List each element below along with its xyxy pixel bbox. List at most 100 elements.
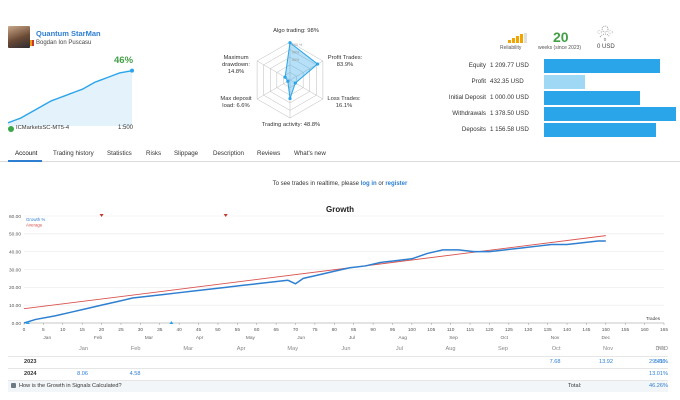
growth-chart-title: Growth [326,205,354,214]
deposit-marker [223,214,228,217]
yearly-column-header: Feb [130,346,141,352]
subscription-price: 0 USD [597,44,615,50]
account-row-value: 432.35 USD [490,78,524,85]
radar-axis [256,79,291,100]
yearly-column-header: Oct [551,346,561,352]
x-tick-label: 20 [99,327,105,333]
account-row-equity: Equity 1 209.77 USD [440,59,680,73]
yearly-header-row: Jan Feb Mar Apr May Jun Jul Aug Sep Oct Nov Dec YTD [8,344,668,356]
x-tick-label: 70 [293,327,299,333]
x-tick-label: 45 [196,327,202,333]
yearly-column-header: Apr [236,346,246,352]
author-avatar[interactable] [8,26,30,48]
account-row-label: Deposits [461,126,486,133]
register-link[interactable]: register [385,181,408,187]
account-row-initial-deposit: Initial Deposit 1 000.00 USD [440,91,680,105]
x-tick-label: 60 [254,327,260,333]
month-label: Feb [94,335,103,341]
month-label: Nov [551,335,560,341]
yearly-column-header: Aug [445,346,456,352]
yearly-column-header: Jan [78,346,88,352]
yearly-row-year: 2024 [24,371,37,377]
leverage: 1:500 [118,125,134,131]
growth-chart: 60.00 50.00 40.00 30.00 20.00 10.00 0.000 5 10 15… [9,214,668,341]
radar-value-point [293,81,297,85]
yearly-column-header: Dec [655,346,666,352]
withdrawal-marker [169,321,174,324]
tab-whats-new[interactable]: What's new [294,150,326,157]
account-row-label: Withdrawals [452,110,486,117]
radar-label-algo: Algo trading: 98% [273,28,319,34]
account-row-profit: Profit 432.35 USD [440,75,680,89]
yearly-row: 2024 8.06 4.58 13.01% [8,368,668,380]
yearly-column-header: May [287,346,298,352]
total-value: 46.26% [649,383,668,389]
x-tick-label: 155 [621,327,629,333]
x-tick-label: 135 [544,327,552,333]
weeks-value: 20 [553,29,569,45]
account-row-bar [544,75,585,89]
x-tick-label: 65 [273,327,279,333]
tab-reviews[interactable]: Reviews [257,150,281,157]
broker-server: ICMarketsSC-MT5-4 [16,125,70,131]
tab-trading-history[interactable]: Trading history [53,150,94,157]
tab-risks[interactable]: Risks [146,150,162,157]
account-row-bar [544,59,661,73]
yearly-row: 2023 7.68 13.92 5.50 29.41% [8,356,668,368]
radar-value-point [288,96,292,101]
radar-ring-label: 60% [292,58,300,62]
x-tick-label: 110 [447,327,455,333]
radar-label-loss-trades: Loss Trades: 16.1% [327,96,361,109]
x-tick-label: 160 [641,327,649,333]
login-link[interactable]: log in [360,181,377,187]
yearly-row-year: 2023 [24,359,37,365]
account-row-label: Profit [471,78,486,85]
account-row-label: Initial Deposit [448,94,486,101]
series-line-growth- [23,240,606,324]
deposit-marker [99,214,104,217]
radar-label-drawdown: Maximum drawdown: 14.8% [221,55,251,75]
active-tab-indicator [8,160,42,162]
account-row-bar [544,91,641,105]
account-row-value: 1 209.77 USD [490,62,529,69]
mini-growth-endpoint [130,68,134,73]
mini-growth-chart [7,68,134,126]
tab-description[interactable]: Description [213,150,244,157]
radar-value-point [283,75,287,79]
total-label: Total: [568,383,582,389]
author-name[interactable]: Bogdan Ion Puscasu [36,40,92,46]
signal-name[interactable]: Quantum StarMan [36,29,101,38]
account-row-deposits: Deposits 1 156.58 USD [440,123,680,137]
y-tick-label: 50.00 [9,232,21,238]
radar-label-profit-trades: Profit Trades: 83.9% [327,55,363,68]
yearly-cell: 7.68 [549,359,561,365]
help-icon [11,383,16,388]
account-row-bar [544,123,657,137]
account-row-value: 1 378.50 USD [490,110,529,117]
yearly-cell: 13.92 [599,359,613,365]
growth-percent: 46% [114,55,134,66]
legend-entry: Growth % [26,217,45,222]
broker-verified-icon [8,126,14,132]
tab-slippage[interactable]: Slippage [174,150,199,157]
x-tick-label: 145 [582,327,590,333]
yearly-growth-table: Jan Feb Mar Apr May Jun Jul Aug Sep Oct Nov Dec YTD 2… [8,344,668,392]
yearly-cell: 4.58 [129,371,141,377]
x-tick-label: 95 [390,327,396,333]
growth-calculation-link[interactable]: How is the Growth in Signals Calculated? [19,383,122,389]
yearly-column-header: Jun [341,346,351,352]
yearly-column-header: Mar [183,346,193,352]
tab-statistics[interactable]: Statistics [107,150,132,157]
reliability-label: Reliability [500,45,522,51]
yearly-cell: 29.41% [649,359,668,365]
month-label: Jan [43,335,51,341]
realtime-notice: To see trades in realtime, please log in… [272,181,408,187]
withdrawal-marker [25,321,30,324]
x-tick-label: 120 [485,327,493,333]
yearly-column-header: Jul [395,346,403,352]
tab-account[interactable]: Account [15,150,38,157]
x-tick-label: 5 [42,327,45,333]
x-tick-label: 100 [408,327,416,333]
radar-value-point [288,41,292,45]
country-flag-icon [30,40,34,46]
